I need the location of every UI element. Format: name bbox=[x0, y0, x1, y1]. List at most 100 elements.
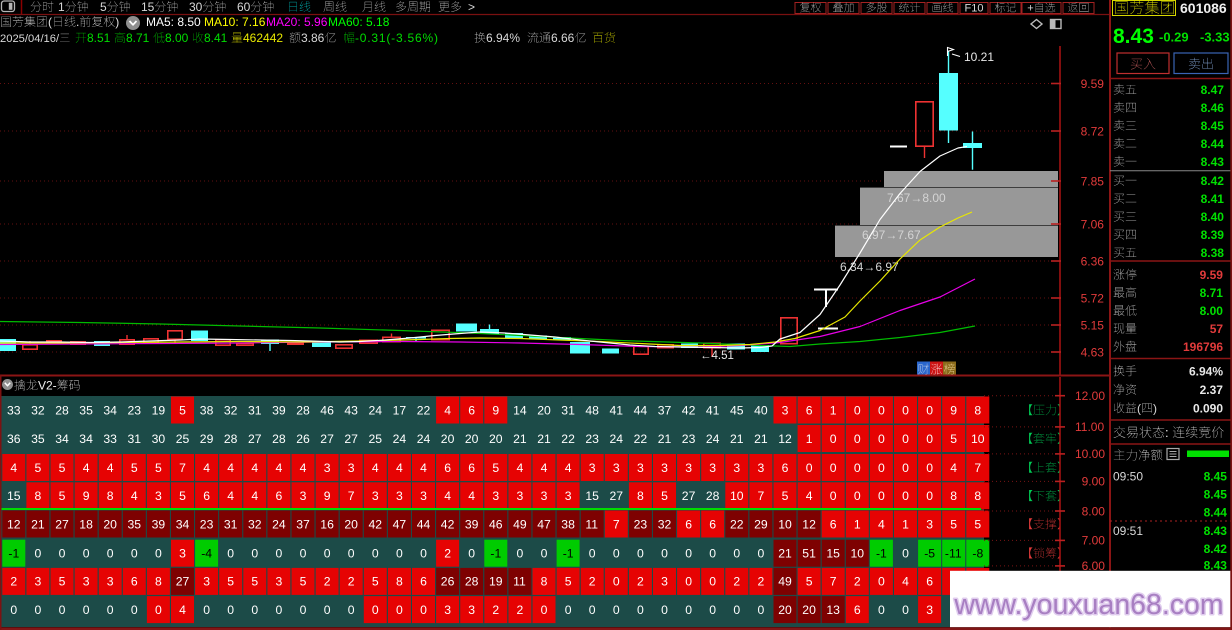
svg-text:6: 6 bbox=[468, 403, 475, 417]
svg-text:0: 0 bbox=[155, 547, 162, 561]
svg-text:6.66: 6.66 bbox=[551, 31, 575, 45]
svg-text:6: 6 bbox=[468, 461, 475, 475]
svg-text:40: 40 bbox=[754, 403, 768, 417]
svg-text:15: 15 bbox=[585, 489, 599, 503]
svg-text:7: 7 bbox=[613, 517, 620, 531]
svg-text:4: 4 bbox=[227, 489, 234, 503]
svg-text:6: 6 bbox=[444, 461, 451, 475]
svg-text:3: 3 bbox=[276, 575, 283, 589]
svg-text:5: 5 bbox=[661, 489, 668, 503]
svg-text:0: 0 bbox=[878, 489, 885, 503]
svg-text:22: 22 bbox=[561, 432, 575, 446]
svg-text:28: 28 bbox=[465, 575, 479, 589]
svg-text:6.34→6.97: 6.34→6.97 bbox=[840, 260, 899, 274]
svg-text:5: 5 bbox=[35, 461, 42, 475]
svg-text:32: 32 bbox=[31, 403, 45, 417]
svg-text:6: 6 bbox=[782, 461, 789, 475]
svg-text:0: 0 bbox=[541, 603, 548, 617]
svg-text:0: 0 bbox=[613, 603, 620, 617]
svg-text:3: 3 bbox=[613, 461, 620, 475]
svg-text:0: 0 bbox=[637, 547, 644, 561]
svg-text:3: 3 bbox=[444, 603, 451, 617]
svg-text:20: 20 bbox=[778, 603, 792, 617]
svg-text:0: 0 bbox=[902, 403, 909, 417]
svg-text:10: 10 bbox=[971, 432, 985, 446]
svg-text:0: 0 bbox=[926, 432, 933, 446]
svg-text:5.72: 5.72 bbox=[1081, 291, 1105, 305]
svg-text:2: 2 bbox=[517, 603, 524, 617]
svg-text:0: 0 bbox=[107, 547, 114, 561]
svg-text:0: 0 bbox=[348, 547, 355, 561]
svg-text:0: 0 bbox=[733, 603, 740, 617]
svg-text:5: 5 bbox=[806, 575, 813, 589]
svg-text:7: 7 bbox=[974, 461, 981, 475]
svg-text:6.97→7.67: 6.97→7.67 bbox=[862, 228, 921, 242]
svg-text:7: 7 bbox=[348, 489, 355, 503]
svg-text:8.38: 8.38 bbox=[1201, 246, 1225, 260]
svg-text:0: 0 bbox=[854, 432, 861, 446]
svg-text:2: 2 bbox=[10, 575, 17, 589]
svg-text:8.47: 8.47 bbox=[1201, 83, 1225, 97]
svg-text:14: 14 bbox=[513, 403, 527, 417]
svg-text:4: 4 bbox=[565, 461, 572, 475]
svg-text:0: 0 bbox=[854, 461, 861, 475]
svg-text:5: 5 bbox=[251, 575, 258, 589]
svg-text:20: 20 bbox=[103, 517, 117, 531]
svg-text:5.15: 5.15 bbox=[1081, 318, 1105, 332]
svg-text:44: 44 bbox=[634, 403, 648, 417]
svg-text:31: 31 bbox=[224, 517, 238, 531]
svg-text:27: 27 bbox=[344, 432, 358, 446]
svg-text:20: 20 bbox=[537, 403, 551, 417]
svg-text:-3.33: -3.33 bbox=[1200, 30, 1230, 45]
svg-text:8.44: 8.44 bbox=[1204, 505, 1228, 519]
svg-text:9: 9 bbox=[492, 403, 499, 417]
svg-text:10: 10 bbox=[851, 547, 865, 561]
svg-text:0: 0 bbox=[661, 547, 668, 561]
svg-text:6: 6 bbox=[276, 489, 283, 503]
svg-text:30: 30 bbox=[189, 0, 203, 14]
svg-text:0: 0 bbox=[372, 547, 379, 561]
svg-text:6.36: 6.36 bbox=[1081, 254, 1105, 268]
svg-text:0: 0 bbox=[83, 603, 90, 617]
svg-text:0: 0 bbox=[59, 547, 66, 561]
svg-text:3: 3 bbox=[396, 489, 403, 503]
svg-text:2: 2 bbox=[348, 575, 355, 589]
svg-text:20: 20 bbox=[441, 432, 455, 446]
svg-text:0: 0 bbox=[637, 603, 644, 617]
svg-text:3: 3 bbox=[420, 489, 427, 503]
svg-text:5: 5 bbox=[100, 0, 107, 14]
svg-text:0: 0 bbox=[59, 603, 66, 617]
svg-text:28: 28 bbox=[706, 489, 720, 503]
svg-text:8.71: 8.71 bbox=[126, 31, 150, 45]
svg-text:+: + bbox=[1027, 3, 1033, 15]
svg-text:3: 3 bbox=[372, 489, 379, 503]
svg-text:2.37: 2.37 bbox=[1200, 383, 1224, 397]
svg-text:-0.31(-3.56%): -0.31(-3.56%) bbox=[355, 31, 439, 45]
svg-text:0: 0 bbox=[613, 575, 620, 589]
svg-text:9: 9 bbox=[324, 489, 331, 503]
svg-text:3: 3 bbox=[782, 403, 789, 417]
svg-text:196796: 196796 bbox=[1183, 340, 1223, 354]
svg-text:34: 34 bbox=[176, 517, 190, 531]
svg-text:7: 7 bbox=[830, 575, 837, 589]
svg-text:8.43: 8.43 bbox=[1204, 558, 1228, 572]
svg-text:0: 0 bbox=[300, 547, 307, 561]
svg-text:19: 19 bbox=[152, 403, 166, 417]
svg-text:5: 5 bbox=[372, 575, 379, 589]
svg-text:35: 35 bbox=[128, 517, 142, 531]
svg-text:.: . bbox=[76, 15, 79, 29]
svg-text:10.00: 10.00 bbox=[1075, 447, 1105, 461]
svg-text:4: 4 bbox=[203, 461, 210, 475]
svg-text:21: 21 bbox=[754, 432, 768, 446]
svg-text:22: 22 bbox=[417, 403, 431, 417]
svg-text:12: 12 bbox=[778, 432, 792, 446]
svg-text:4: 4 bbox=[444, 403, 451, 417]
svg-text:27: 27 bbox=[55, 517, 69, 531]
svg-text:0: 0 bbox=[131, 603, 138, 617]
svg-text:0: 0 bbox=[926, 489, 933, 503]
svg-text:19: 19 bbox=[489, 575, 503, 589]
svg-text:0: 0 bbox=[830, 461, 837, 475]
svg-text:28: 28 bbox=[224, 432, 238, 446]
svg-text:24: 24 bbox=[610, 432, 624, 446]
svg-text:0: 0 bbox=[685, 603, 692, 617]
